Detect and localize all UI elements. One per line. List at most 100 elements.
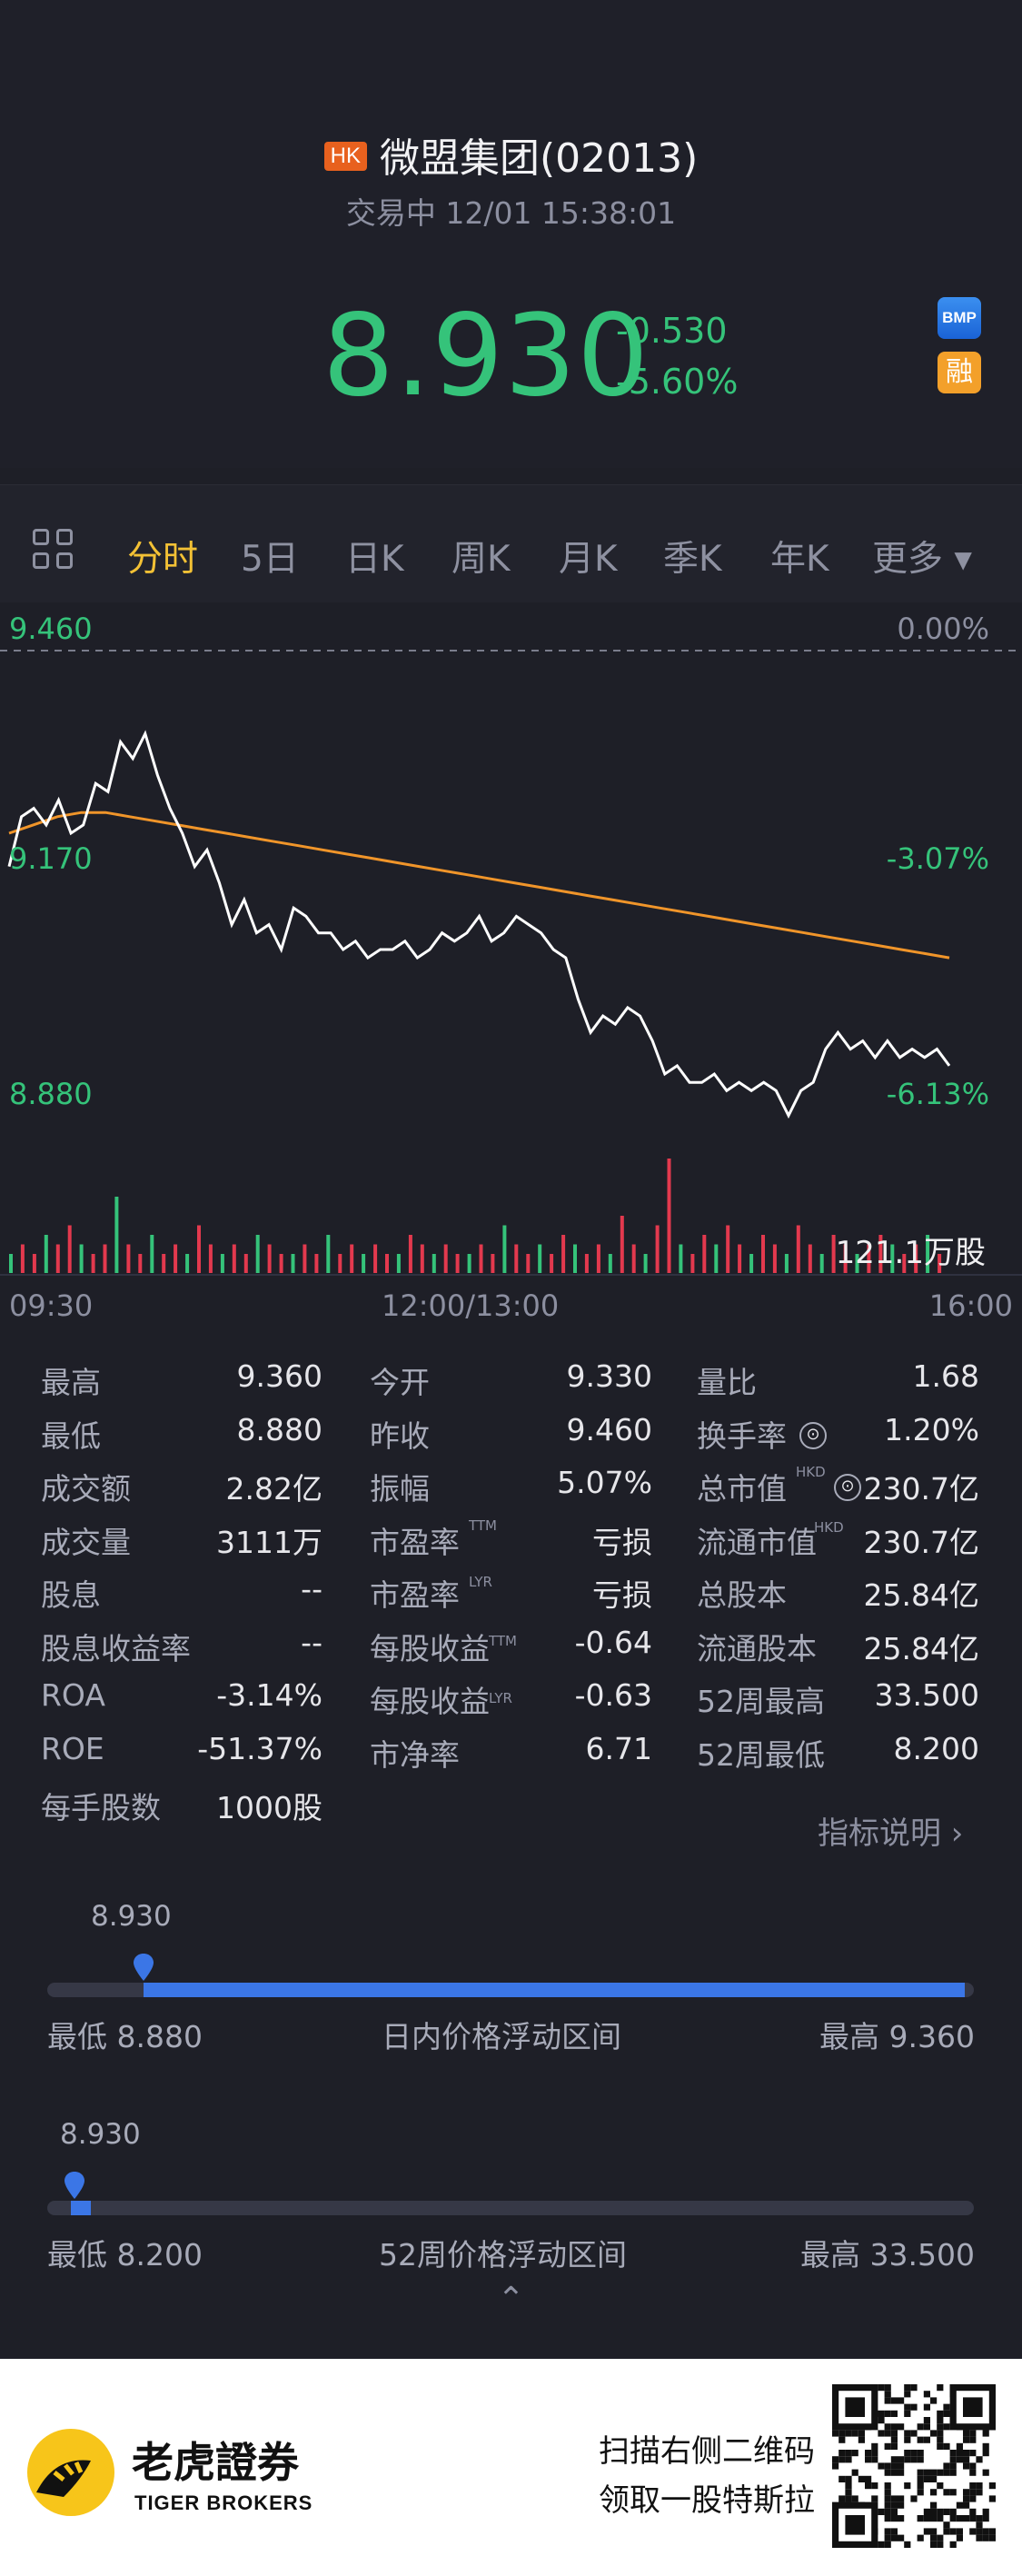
volume-bar	[443, 1244, 448, 1273]
market-cap-info-icon[interactable]: ⊙	[834, 1474, 861, 1501]
volume-bar	[573, 1244, 577, 1273]
volume-bar	[938, 1254, 942, 1273]
volume-bar	[220, 1254, 224, 1273]
volume-bar	[396, 1254, 401, 1273]
tab-week-k[interactable]: 周K	[451, 539, 511, 580]
volume-bar	[926, 1235, 930, 1273]
volume-bar	[902, 1254, 907, 1273]
stat-label: 振幅	[370, 1471, 430, 1507]
stat-value: 230.7亿	[863, 1471, 979, 1507]
volume-bar	[620, 1216, 624, 1273]
stat-value: 9.330	[566, 1358, 652, 1394]
price-change-percent: -5.60%	[616, 362, 739, 402]
tab-day-k[interactable]: 日K	[345, 539, 404, 580]
volume-bar	[784, 1254, 789, 1273]
volume-bars	[9, 1159, 942, 1273]
stat-value: -0.64	[574, 1624, 652, 1660]
stat-value: 1.68	[912, 1358, 979, 1394]
volume-bar	[596, 1244, 600, 1273]
y-label-bottom: 8.880	[9, 1077, 93, 1111]
volume-bar	[303, 1244, 307, 1273]
volume-bar	[726, 1225, 730, 1273]
stat-value: 8.200	[893, 1730, 979, 1766]
stat-value: 8.880	[236, 1411, 322, 1447]
volume-bar	[279, 1254, 283, 1273]
volume-bar	[9, 1254, 13, 1273]
volume-bar	[44, 1235, 48, 1273]
stat-value: 25.84亿	[863, 1630, 979, 1666]
volume-bar	[385, 1254, 389, 1273]
tab-month-k[interactable]: 月K	[559, 539, 618, 580]
collapse-chevron-icon[interactable]: ⌃	[497, 2281, 525, 2318]
volume-bar	[185, 1254, 190, 1273]
intraday-range-fill	[144, 1983, 965, 1997]
quote-header: HK 微盟集团(02013) 交易中 12/01 15:38:01 8.930 -…	[0, 0, 1022, 468]
turnover-info-icon[interactable]: ⊙	[799, 1422, 827, 1449]
grid-menu-icon[interactable]	[33, 529, 76, 572]
stat-label: 量比	[697, 1365, 757, 1400]
stat-value: 1000股	[216, 1790, 322, 1825]
tab-quarter-k[interactable]: 季K	[663, 539, 722, 580]
pct-label-top: 0.00%	[897, 612, 989, 646]
stat-label: 昨收	[370, 1417, 430, 1454]
volume-bar	[208, 1244, 213, 1273]
volume-bar	[79, 1244, 84, 1273]
intraday-range-track	[47, 1983, 974, 1997]
stat-label: 每手股数	[41, 1790, 161, 1825]
52week-range-fill	[71, 2201, 91, 2215]
x-tick-open: 09:30	[9, 1288, 94, 1323]
volume-bar	[561, 1235, 566, 1273]
volume-bar	[350, 1244, 354, 1273]
y-label-mid: 9.170	[9, 841, 93, 876]
stat-label: ROE	[41, 1730, 104, 1766]
volume-bar	[432, 1254, 436, 1273]
stat-label: 每股收益	[370, 1684, 490, 1719]
hkd-superscript: HKD	[796, 1464, 826, 1480]
volume-bar	[526, 1254, 531, 1273]
intraday-range-title: 日内价格浮动区间	[382, 2019, 621, 2054]
price-change: -0.530	[616, 311, 728, 351]
margin-icon[interactable]: 融	[938, 352, 981, 393]
52week-high: 最高 33.500	[800, 2237, 975, 2273]
volume-bar	[514, 1244, 519, 1273]
volume-bar	[267, 1244, 272, 1273]
volume-bar	[455, 1254, 460, 1273]
52week-low: 最低 8.200	[47, 2237, 203, 2273]
tab-5day[interactable]: 5日	[241, 539, 299, 580]
volume-bar	[878, 1235, 883, 1273]
tab-more[interactable]: 更多 ▾	[872, 539, 972, 580]
tab-intraday[interactable]: 分时	[127, 539, 199, 580]
volume-bar	[796, 1225, 800, 1273]
volume-bar	[761, 1235, 765, 1273]
volume-label: 121.1万股	[835, 1235, 986, 1271]
volume-bar	[103, 1244, 107, 1273]
last-price: 8.930	[322, 291, 650, 422]
volume-bar	[690, 1254, 695, 1273]
brand-name-cn: 老虎證券	[132, 2438, 299, 2487]
volume-bar	[667, 1159, 671, 1273]
volume-bar	[197, 1225, 201, 1273]
indicator-explanation-link[interactable]: 指标说明 ›	[818, 1815, 964, 1852]
qr-code-icon	[832, 2384, 996, 2548]
volume-bar	[502, 1225, 507, 1273]
bmp-icon[interactable]: BMP	[938, 297, 981, 339]
stat-value: 33.500	[874, 1677, 979, 1713]
52week-price-pin-icon	[64, 2172, 84, 2199]
intraday-price-pin-icon	[134, 1954, 154, 1981]
lyr-superscript: LYR	[469, 1574, 492, 1590]
intraday-chart[interactable]: 9.460 9.170 8.880 0.00% -3.07% -6.13% 12…	[0, 602, 1022, 1329]
intraday-current-value: 8.930	[91, 1900, 172, 1933]
stat-label: 换手率	[697, 1417, 787, 1454]
stat-label: 总市值	[697, 1471, 787, 1507]
promo-line-2: 领取一股特斯拉	[599, 2482, 815, 2519]
chart-svg	[0, 650, 1022, 1276]
volume-bar	[150, 1235, 154, 1273]
volume-bar	[91, 1254, 95, 1273]
volume-bar	[362, 1254, 366, 1273]
promo-line-1: 扫描右侧二维码	[599, 2433, 815, 2470]
stat-value: 9.360	[236, 1358, 322, 1394]
hkd-superscript-float: HKD	[814, 1519, 844, 1536]
volume-bar	[126, 1244, 131, 1273]
tab-year-k[interactable]: 年K	[770, 539, 829, 580]
volume-bar	[538, 1244, 542, 1273]
